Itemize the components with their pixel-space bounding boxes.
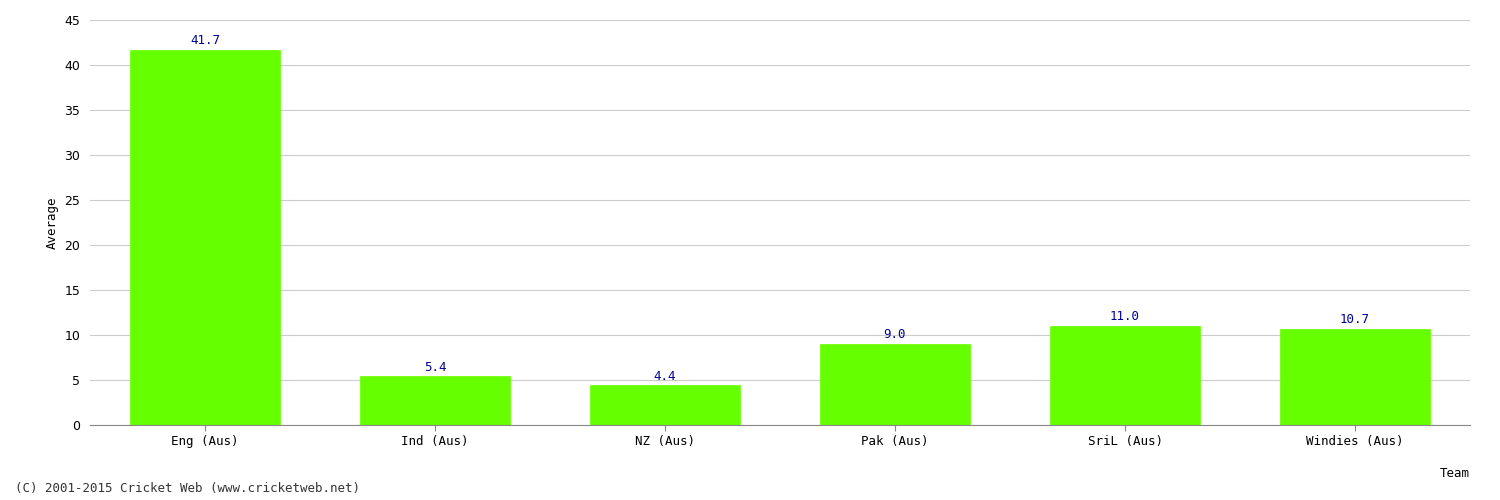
Y-axis label: Average: Average	[46, 196, 58, 248]
Bar	[130, 50, 279, 425]
Text: (C) 2001-2015 Cricket Web (www.cricketweb.net): (C) 2001-2015 Cricket Web (www.cricketwe…	[15, 482, 360, 495]
Bar	[1280, 328, 1430, 425]
Text: 10.7: 10.7	[1340, 313, 1370, 326]
Text: 5.4: 5.4	[423, 360, 447, 374]
Bar	[590, 386, 740, 425]
Bar	[1050, 326, 1200, 425]
Text: 4.4: 4.4	[654, 370, 676, 382]
Text: 11.0: 11.0	[1110, 310, 1140, 324]
Text: 9.0: 9.0	[884, 328, 906, 342]
Text: 41.7: 41.7	[190, 34, 220, 47]
Bar	[821, 344, 969, 425]
Text: Team: Team	[1440, 466, 1470, 479]
Bar	[360, 376, 510, 425]
